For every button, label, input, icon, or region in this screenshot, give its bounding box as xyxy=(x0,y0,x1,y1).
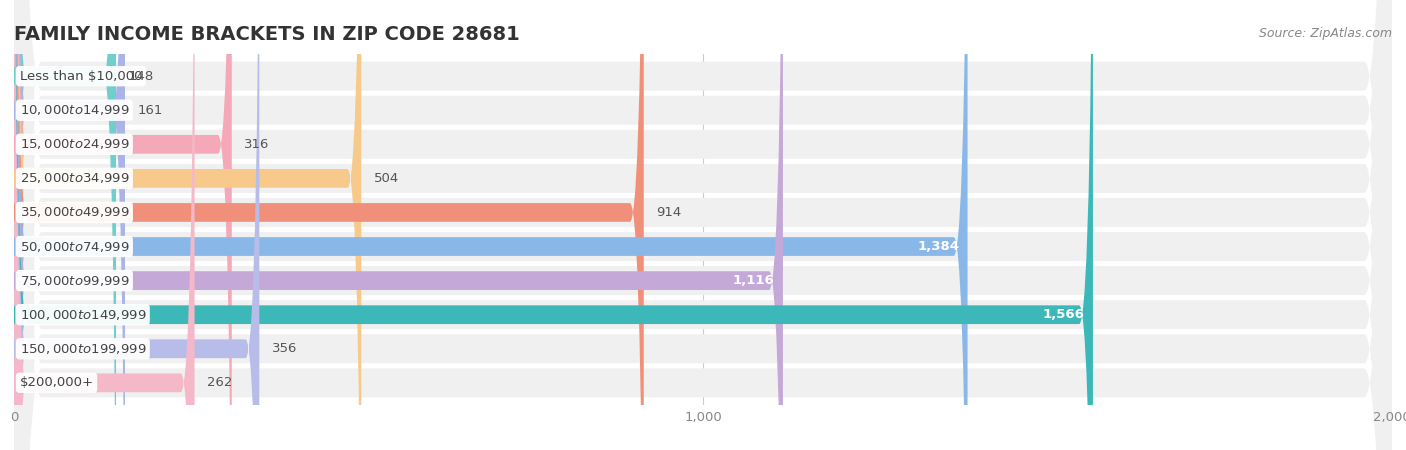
Text: $75,000 to $99,999: $75,000 to $99,999 xyxy=(20,274,129,288)
Text: Source: ZipAtlas.com: Source: ZipAtlas.com xyxy=(1258,27,1392,40)
FancyBboxPatch shape xyxy=(14,0,967,450)
Text: 914: 914 xyxy=(657,206,682,219)
FancyBboxPatch shape xyxy=(14,0,1392,450)
FancyBboxPatch shape xyxy=(14,0,1092,450)
FancyBboxPatch shape xyxy=(14,0,1392,450)
Text: $10,000 to $14,999: $10,000 to $14,999 xyxy=(20,103,129,117)
Text: $15,000 to $24,999: $15,000 to $24,999 xyxy=(20,137,129,151)
Text: 262: 262 xyxy=(207,376,232,389)
Text: 161: 161 xyxy=(138,104,163,117)
Text: 356: 356 xyxy=(271,342,297,355)
Text: 316: 316 xyxy=(245,138,270,151)
Text: FAMILY INCOME BRACKETS IN ZIP CODE 28681: FAMILY INCOME BRACKETS IN ZIP CODE 28681 xyxy=(14,25,520,44)
Text: 1,384: 1,384 xyxy=(917,240,959,253)
FancyBboxPatch shape xyxy=(14,0,783,450)
Text: $150,000 to $199,999: $150,000 to $199,999 xyxy=(20,342,146,356)
FancyBboxPatch shape xyxy=(14,0,1392,450)
FancyBboxPatch shape xyxy=(14,0,1392,450)
FancyBboxPatch shape xyxy=(14,0,117,450)
Text: Less than $10,000: Less than $10,000 xyxy=(20,70,142,83)
FancyBboxPatch shape xyxy=(14,0,1392,450)
FancyBboxPatch shape xyxy=(14,0,1392,450)
FancyBboxPatch shape xyxy=(14,0,232,450)
FancyBboxPatch shape xyxy=(14,0,1392,450)
Text: $25,000 to $34,999: $25,000 to $34,999 xyxy=(20,171,129,185)
FancyBboxPatch shape xyxy=(14,0,259,450)
Text: 1,566: 1,566 xyxy=(1043,308,1084,321)
Text: $100,000 to $149,999: $100,000 to $149,999 xyxy=(20,308,146,322)
Text: 504: 504 xyxy=(374,172,399,185)
FancyBboxPatch shape xyxy=(14,0,1392,450)
FancyBboxPatch shape xyxy=(14,0,1392,450)
Text: 1,116: 1,116 xyxy=(733,274,775,287)
FancyBboxPatch shape xyxy=(14,0,361,450)
Text: 148: 148 xyxy=(128,70,153,83)
Text: $35,000 to $49,999: $35,000 to $49,999 xyxy=(20,206,129,220)
FancyBboxPatch shape xyxy=(14,0,644,450)
FancyBboxPatch shape xyxy=(14,0,125,450)
FancyBboxPatch shape xyxy=(14,0,194,450)
Text: $200,000+: $200,000+ xyxy=(20,376,94,389)
Text: $50,000 to $74,999: $50,000 to $74,999 xyxy=(20,239,129,253)
FancyBboxPatch shape xyxy=(14,0,1392,450)
